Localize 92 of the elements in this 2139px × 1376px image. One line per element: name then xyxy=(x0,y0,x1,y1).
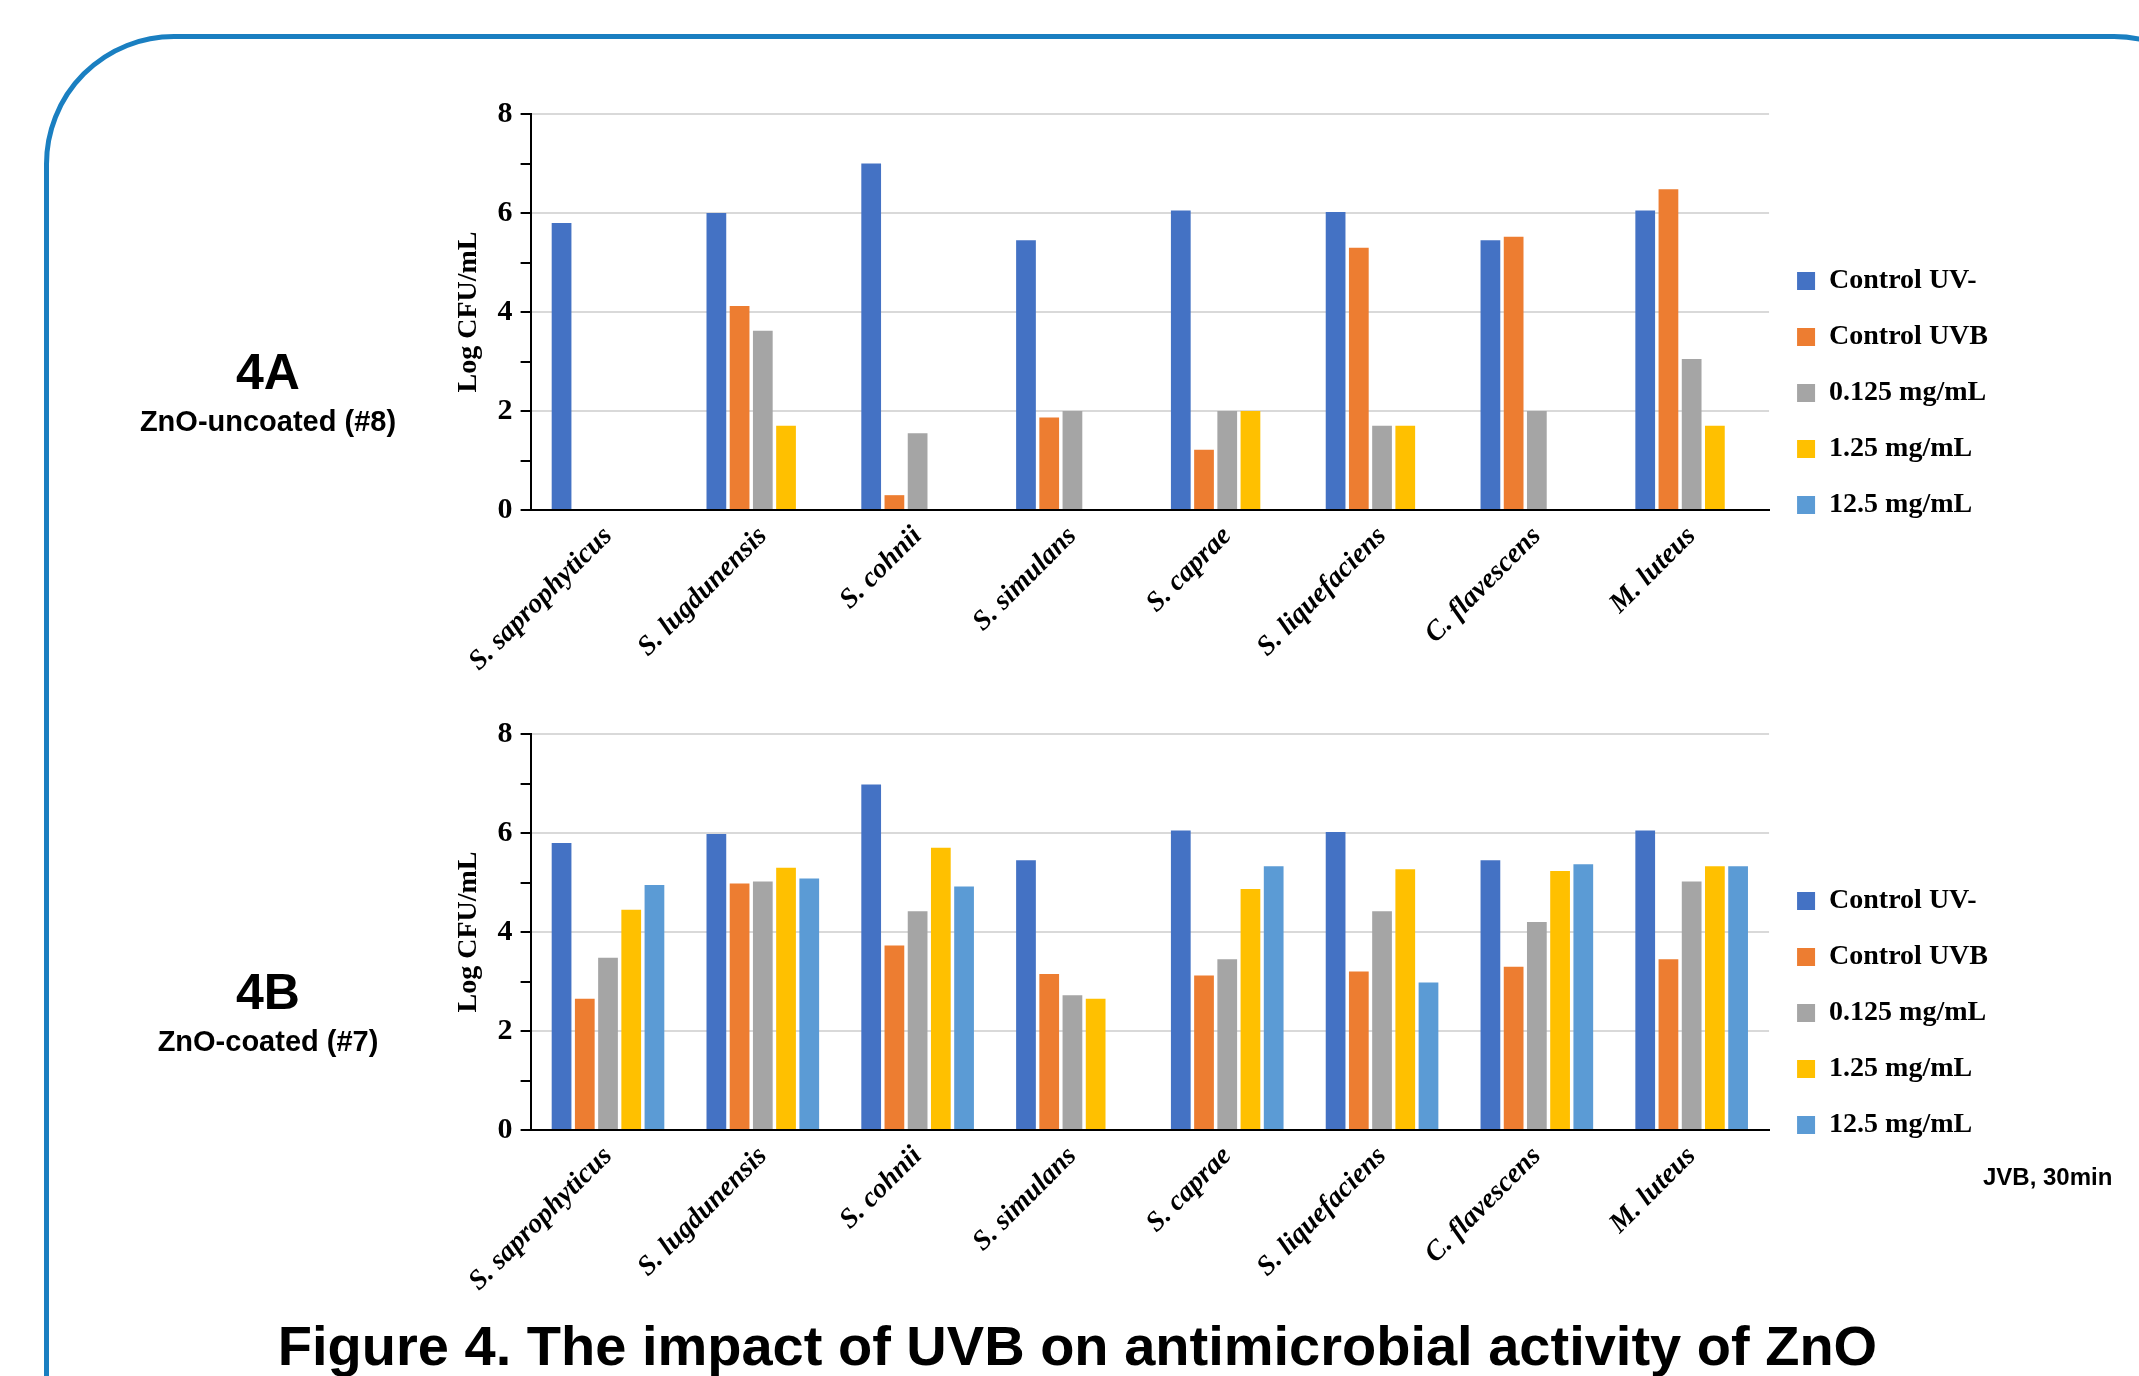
text: ZnO-coated (#7) xyxy=(156,1025,380,1058)
bar xyxy=(907,911,928,1130)
legend-label: 12.5 mg/mL xyxy=(1829,487,1973,519)
bar xyxy=(1705,425,1725,510)
text: JVB, 30min xyxy=(1983,1163,2113,1191)
bar xyxy=(1372,911,1392,1130)
bar xyxy=(1039,974,1060,1130)
y-tick-label: 0 xyxy=(497,490,513,524)
bar xyxy=(729,883,750,1130)
bar xyxy=(1395,425,1416,510)
bar xyxy=(1039,417,1060,510)
bar xyxy=(574,998,595,1130)
text: 4A xyxy=(235,343,301,401)
bar xyxy=(1062,995,1083,1130)
y-tick-label: 8 xyxy=(497,94,513,128)
bar xyxy=(1526,922,1547,1130)
bar xyxy=(884,495,905,510)
y-tick-label: 0 xyxy=(497,1110,513,1144)
bar xyxy=(551,222,572,510)
bar xyxy=(930,847,951,1130)
legend-label: Control UVB xyxy=(1829,319,1988,351)
bar xyxy=(1635,830,1656,1130)
bar xyxy=(1503,236,1524,510)
y-tick-label: 6 xyxy=(497,193,513,227)
y-tick-label: 2 xyxy=(497,391,513,425)
bar xyxy=(1480,240,1501,510)
bar xyxy=(1550,871,1570,1130)
bar xyxy=(861,163,882,510)
bar xyxy=(1325,832,1346,1130)
bar xyxy=(1263,866,1284,1130)
bar xyxy=(1217,959,1238,1130)
legend-label: 1.25 mg/mL xyxy=(1829,1051,1973,1083)
bar xyxy=(1658,959,1679,1130)
bar xyxy=(1240,888,1261,1130)
legend-label: Control UVB xyxy=(1829,939,1988,971)
legend-label: Control UV- xyxy=(1829,883,1977,915)
bar xyxy=(1194,449,1214,510)
legend-label: Control UV- xyxy=(1829,263,1977,295)
y-tick-label: 4 xyxy=(497,912,513,946)
legend-label: 12.5 mg/mL xyxy=(1829,1107,1973,1139)
y-axis-title: Log CFU/mL xyxy=(451,231,483,393)
bar xyxy=(1526,411,1547,510)
y-tick-label: 4 xyxy=(497,292,513,326)
bar xyxy=(884,945,905,1130)
bar xyxy=(1681,359,1702,510)
bar xyxy=(1372,425,1392,510)
legend-label: 0.125 mg/mL xyxy=(1829,995,1987,1027)
bar xyxy=(752,330,773,510)
bar xyxy=(1217,411,1238,510)
y-tick-label: 2 xyxy=(497,1011,513,1045)
bar xyxy=(1728,866,1748,1130)
y-tick-label: 8 xyxy=(497,714,513,748)
bar xyxy=(861,784,882,1130)
bar xyxy=(776,867,796,1130)
bar xyxy=(1240,411,1261,510)
bar xyxy=(1170,210,1191,510)
bar xyxy=(1635,210,1656,510)
bar xyxy=(621,909,642,1130)
bar xyxy=(1348,247,1369,510)
bar xyxy=(598,957,618,1130)
bar xyxy=(729,306,750,510)
bar xyxy=(551,842,572,1130)
bar xyxy=(907,433,928,510)
bar xyxy=(1325,212,1346,510)
bar xyxy=(1395,869,1416,1130)
bar xyxy=(644,884,665,1130)
legend-label: 0.125 mg/mL xyxy=(1829,375,1987,407)
bar xyxy=(799,878,820,1130)
y-axis-title: Log CFU/mL xyxy=(451,851,483,1013)
bar xyxy=(954,886,974,1130)
bar xyxy=(1348,971,1369,1130)
bar xyxy=(752,881,773,1130)
bar xyxy=(706,213,727,510)
text: 4B xyxy=(235,963,301,1021)
legend-label: 1.25 mg/mL xyxy=(1829,431,1973,463)
bar xyxy=(1658,189,1679,510)
y-tick-label: 6 xyxy=(497,813,513,847)
bar xyxy=(1085,998,1106,1130)
bar xyxy=(1016,240,1036,510)
bar xyxy=(1418,982,1439,1130)
bar xyxy=(1016,860,1036,1130)
bar xyxy=(1681,881,1702,1130)
bar xyxy=(1705,866,1725,1130)
text: ZnO-uncoated (#8) xyxy=(138,405,398,438)
bar xyxy=(1194,975,1214,1130)
bar xyxy=(776,425,796,510)
bar xyxy=(1170,830,1191,1130)
bar xyxy=(1503,966,1524,1130)
bar xyxy=(1480,860,1501,1130)
bar xyxy=(1062,411,1083,510)
bar xyxy=(706,834,727,1130)
bar xyxy=(1573,864,1594,1130)
